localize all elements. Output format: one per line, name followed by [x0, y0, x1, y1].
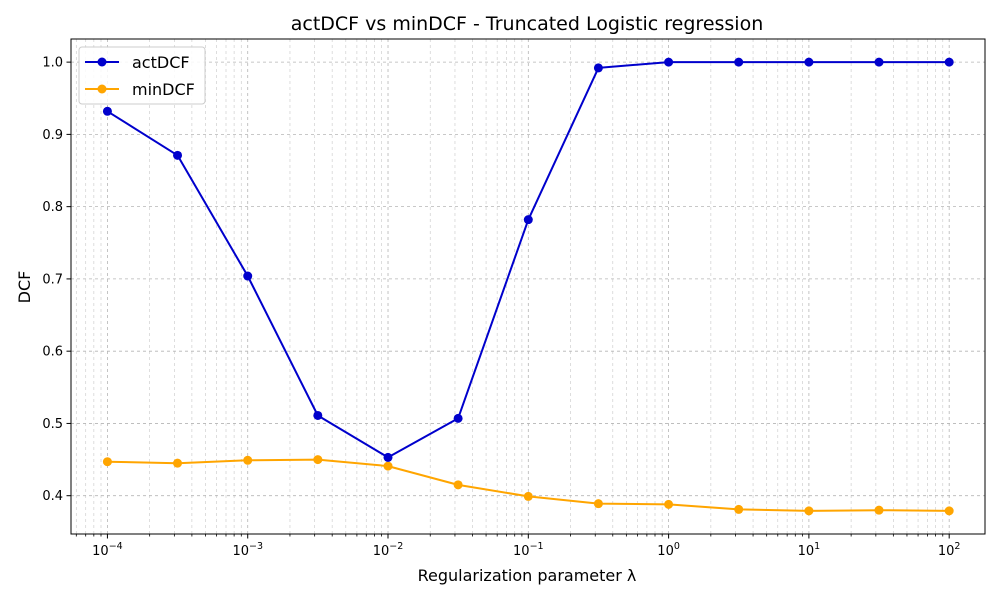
data-point-minDCF [804, 506, 814, 516]
series-line-actDCF [106, 61, 950, 459]
legend-label-actDCF: actDCF [132, 53, 190, 72]
x-tick-label: 102 [938, 541, 961, 559]
x-tick-label: 10−1 [513, 541, 544, 559]
data-point-minDCF [944, 506, 954, 516]
x-axis-label: Regularization parameter λ [418, 566, 637, 585]
data-point-actDCF [734, 57, 744, 67]
data-point-minDCF [173, 458, 183, 468]
y-axis-ticks: 0.4 0.5 0.6 0.7 0.8 0.9 1.0 [42, 56, 71, 504]
y-tick-label: 0.4 [42, 489, 63, 504]
legend-marker-minDCF [97, 84, 107, 94]
data-point-actDCF [173, 150, 183, 160]
legend-marker-actDCF [97, 57, 107, 67]
series-minDCF [102, 455, 954, 516]
data-point-minDCF [313, 455, 323, 465]
y-tick-label: 0.5 [42, 417, 63, 432]
y-tick-label: 0.6 [42, 345, 63, 360]
data-point-minDCF [664, 499, 674, 509]
series-layer [102, 57, 954, 516]
x-tick-label: 100 [657, 541, 680, 559]
x-tick-label: 10−4 [92, 541, 123, 559]
data-point-minDCF [523, 491, 533, 501]
data-point-minDCF [874, 505, 884, 515]
y-tick-label: 0.7 [42, 272, 63, 287]
y-tick-label: 0.9 [42, 128, 63, 143]
data-point-actDCF [593, 63, 603, 73]
series-actDCF [102, 57, 954, 462]
x-tick-label: 101 [798, 541, 821, 559]
y-axis-label: DCF [15, 271, 34, 304]
x-axis-ticks: 10−4 10−3 10−2 10−1 100 101 102 [75, 534, 961, 559]
chart-title: actDCF vs minDCF - Truncated Logistic re… [291, 13, 764, 35]
data-point-minDCF [593, 499, 603, 509]
y-tick-label: 0.8 [42, 200, 63, 215]
data-point-minDCF [102, 457, 112, 467]
data-point-actDCF [804, 57, 814, 67]
data-point-actDCF [523, 215, 533, 225]
data-point-actDCF [313, 410, 323, 420]
y-tick-label: 1.0 [42, 56, 63, 71]
data-point-actDCF [664, 57, 674, 67]
data-point-actDCF [383, 452, 393, 462]
data-point-actDCF [243, 271, 253, 281]
data-point-minDCF [734, 504, 744, 514]
grid [71, 39, 985, 534]
data-point-minDCF [453, 480, 463, 490]
data-point-actDCF [944, 57, 954, 67]
legend: actDCF minDCF [78, 46, 206, 105]
data-point-actDCF [102, 106, 112, 116]
legend-label-minDCF: minDCF [132, 80, 195, 99]
x-tick-label: 10−3 [232, 541, 263, 559]
data-point-actDCF [453, 413, 463, 423]
data-point-minDCF [243, 455, 253, 465]
x-tick-label: 10−2 [373, 541, 404, 559]
data-point-minDCF [383, 461, 393, 471]
data-point-actDCF [874, 57, 884, 67]
